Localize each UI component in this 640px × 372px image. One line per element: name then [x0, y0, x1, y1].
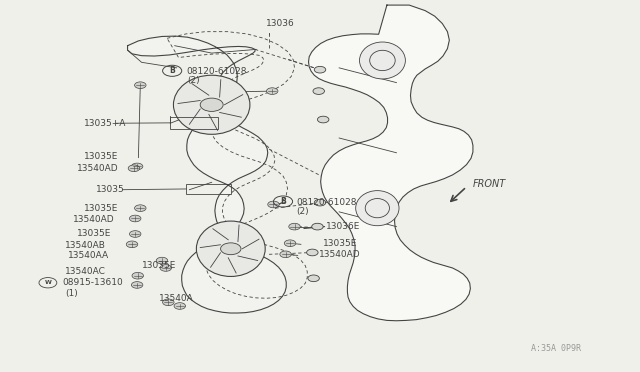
- Circle shape: [129, 215, 141, 222]
- Text: B: B: [280, 197, 286, 206]
- Circle shape: [134, 82, 146, 89]
- Text: 13540AD: 13540AD: [77, 164, 118, 173]
- Circle shape: [134, 205, 146, 211]
- Circle shape: [314, 66, 326, 73]
- Circle shape: [280, 251, 291, 258]
- Text: B: B: [170, 66, 175, 75]
- Text: 13540AA: 13540AA: [68, 251, 109, 260]
- Circle shape: [314, 199, 326, 206]
- Circle shape: [126, 241, 138, 248]
- Text: 13036: 13036: [266, 19, 294, 28]
- Text: 13035+A: 13035+A: [84, 119, 127, 128]
- Text: (2): (2): [188, 76, 200, 85]
- Text: 08120-61028: 08120-61028: [296, 198, 357, 207]
- Circle shape: [317, 116, 329, 123]
- Polygon shape: [127, 36, 286, 313]
- Bar: [186, 184, 231, 194]
- Bar: [170, 117, 218, 129]
- Circle shape: [308, 275, 319, 282]
- Text: (2): (2): [296, 207, 308, 217]
- Polygon shape: [308, 5, 473, 321]
- Text: 13540AB: 13540AB: [65, 241, 106, 250]
- Text: 13036E: 13036E: [326, 222, 361, 231]
- Circle shape: [156, 257, 168, 264]
- Ellipse shape: [173, 75, 250, 134]
- Text: 13540A: 13540A: [159, 294, 194, 303]
- Ellipse shape: [360, 42, 405, 79]
- Circle shape: [268, 201, 279, 208]
- Circle shape: [160, 264, 172, 271]
- Circle shape: [129, 231, 141, 237]
- Ellipse shape: [196, 221, 265, 276]
- Circle shape: [312, 223, 323, 230]
- Text: 13035: 13035: [96, 185, 124, 194]
- Ellipse shape: [356, 190, 399, 226]
- Circle shape: [174, 303, 186, 310]
- Circle shape: [289, 223, 300, 230]
- Circle shape: [163, 299, 174, 306]
- Text: 13540AC: 13540AC: [65, 267, 106, 276]
- Circle shape: [313, 88, 324, 94]
- Text: 13540AD: 13540AD: [319, 250, 360, 259]
- Text: 13035E: 13035E: [77, 230, 111, 238]
- Circle shape: [128, 165, 140, 171]
- Text: 08120-61028: 08120-61028: [186, 67, 246, 76]
- Text: A:35A 0P9R: A:35A 0P9R: [531, 344, 580, 353]
- Circle shape: [307, 249, 318, 256]
- Text: 13035E: 13035E: [141, 261, 176, 270]
- Circle shape: [131, 163, 143, 170]
- Text: 13035E: 13035E: [323, 239, 358, 248]
- Text: W: W: [44, 280, 51, 285]
- Circle shape: [131, 282, 143, 288]
- Circle shape: [132, 272, 143, 279]
- Text: (1): (1): [65, 289, 78, 298]
- Circle shape: [266, 88, 278, 94]
- Text: 08915-13610: 08915-13610: [62, 278, 123, 287]
- Circle shape: [221, 243, 241, 255]
- Text: 13035E: 13035E: [84, 152, 118, 161]
- Text: 13540AD: 13540AD: [74, 215, 115, 224]
- Circle shape: [284, 240, 296, 247]
- Text: 13035E: 13035E: [84, 204, 118, 214]
- Circle shape: [200, 98, 223, 112]
- Text: FRONT: FRONT: [473, 179, 506, 189]
